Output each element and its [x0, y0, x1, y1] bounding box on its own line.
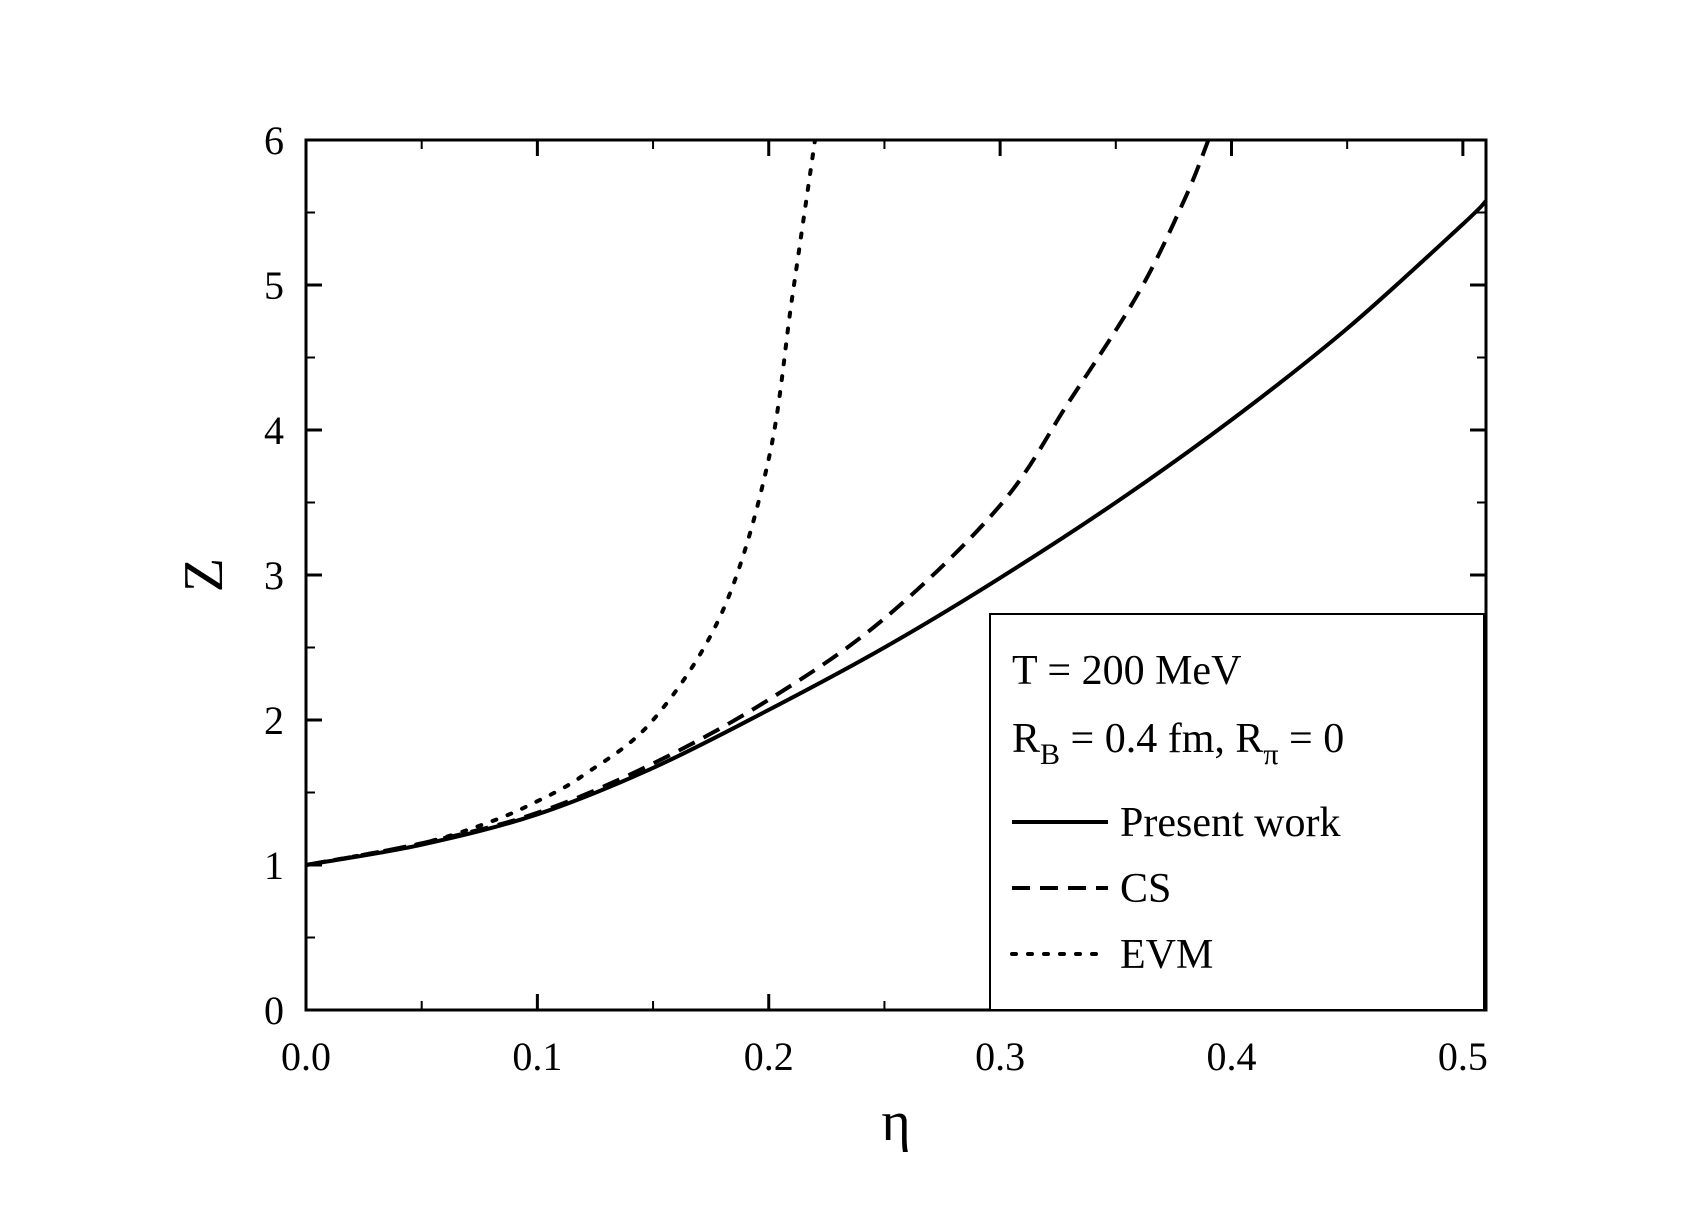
x-axis-title: η	[881, 1091, 910, 1153]
y-tick-label: 4	[264, 408, 284, 453]
y-tick-label: 6	[264, 118, 284, 163]
legend-condition-radii: RB = 0.4 fm, Rπ = 0	[1012, 716, 1344, 771]
legend-radius-baryon-value: = 0.4 fm, R	[1060, 716, 1263, 762]
legend-radius-pion-value: = 0	[1279, 716, 1345, 762]
series-line-cs	[306, 140, 1211, 867]
x-tick-label: 0.5	[1438, 1034, 1488, 1079]
y-tick-label: 2	[264, 698, 284, 743]
legend-radius-symbol-baryon: R	[1012, 716, 1040, 762]
y-tick-label: 3	[264, 553, 284, 598]
legend-condition-temperature: T = 200 MeV	[1012, 648, 1241, 694]
legend-radius-subscript-baryon: B	[1040, 738, 1060, 771]
x-tick-label: 0.0	[281, 1034, 331, 1079]
series-layer	[306, 140, 1486, 867]
x-tick-label: 0.4	[1206, 1034, 1256, 1079]
y-tick-label: 5	[264, 263, 284, 308]
legend-label-evm: EVM	[1120, 932, 1213, 978]
x-tick-label: 0.2	[744, 1034, 794, 1079]
y-tick-label: 0	[264, 988, 284, 1033]
series-line-evm	[306, 140, 817, 867]
legend-label-cs: CS	[1120, 866, 1171, 912]
legend-label-present-work: Present work	[1120, 800, 1340, 846]
y-axis-title: Z	[173, 558, 235, 592]
legend-radius-subscript-pion: π	[1263, 738, 1278, 771]
legend-box	[989, 613, 1485, 1011]
x-tick-label: 0.1	[512, 1034, 562, 1079]
x-tick-label: 0.3	[975, 1034, 1025, 1079]
legend: T = 200 MeV RB = 0.4 fm, Rπ = 0 Present …	[989, 613, 1485, 1011]
y-tick-label: 1	[264, 843, 284, 888]
